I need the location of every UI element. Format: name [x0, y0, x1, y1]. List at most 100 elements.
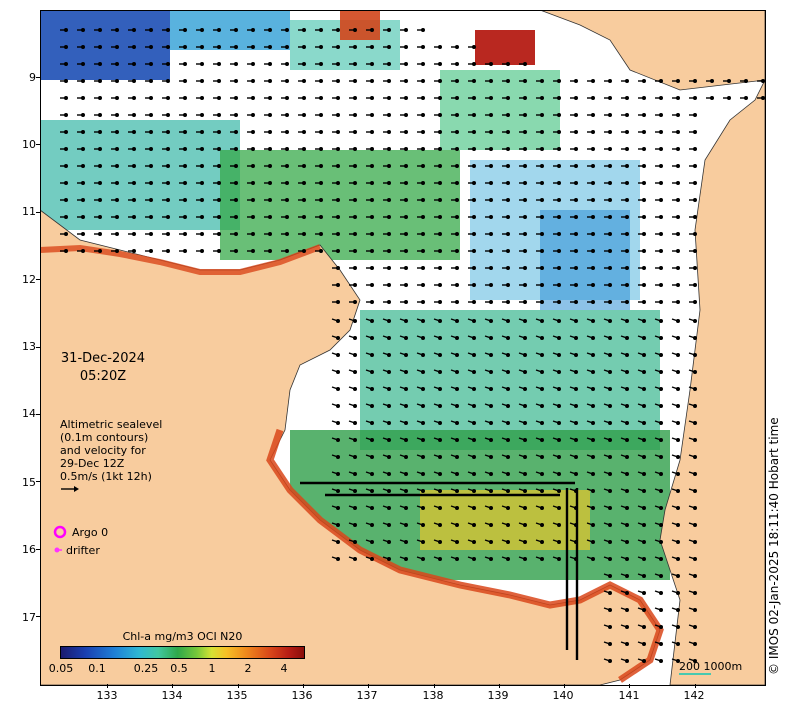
- velocity-arrow-head: [659, 625, 664, 630]
- velocity-arrow-head: [404, 387, 409, 392]
- velocity-arrow-head: [267, 180, 272, 185]
- velocity-arrow-head: [591, 557, 596, 562]
- velocity-arrow-head: [250, 214, 255, 219]
- velocity-arrow-head: [625, 608, 630, 613]
- velocity-arrow-head: [199, 78, 204, 83]
- velocity-arrow-head: [591, 129, 596, 134]
- velocity-arrow-head: [659, 319, 664, 324]
- velocity-arrow-head: [523, 557, 528, 562]
- velocity-arrow-head: [165, 62, 170, 67]
- velocity-arrow-head: [421, 180, 426, 185]
- velocity-arrow-head: [523, 129, 528, 134]
- velocity-arrow-head: [370, 129, 375, 134]
- velocity-arrow-head: [438, 353, 443, 358]
- velocity-arrow-head: [233, 214, 238, 219]
- velocity-arrow-head: [693, 336, 698, 341]
- velocity-arrow-head: [489, 421, 494, 426]
- velocity-arrow-head: [302, 28, 307, 33]
- velocity-arrow-head: [659, 591, 664, 596]
- velocity-arrow-head: [489, 319, 494, 324]
- velocity-arrow-head: [574, 300, 579, 305]
- velocity-arrow-head: [591, 540, 596, 545]
- velocity-arrow-head: [625, 574, 630, 579]
- velocity-arrow-head: [557, 506, 562, 511]
- velocity-arrow-head: [404, 319, 409, 324]
- velocity-arrow-head: [233, 163, 238, 168]
- velocity-arrow-head: [64, 146, 69, 151]
- velocity-arrow-head: [455, 300, 460, 305]
- velocity-arrow-head: [81, 180, 86, 185]
- velocity-arrow-head: [267, 112, 272, 117]
- lat-tick: 9: [29, 71, 36, 84]
- velocity-arrow-head: [540, 163, 545, 168]
- velocity-arrow-head: [131, 112, 136, 117]
- velocity-arrow-head: [165, 146, 170, 151]
- lon-tick-mark: [629, 684, 631, 688]
- velocity-arrow-head: [489, 231, 494, 236]
- velocity-arrow-head: [302, 129, 307, 134]
- velocity-arrow-head: [489, 248, 494, 253]
- velocity-arrow-head: [693, 353, 698, 358]
- velocity-arrow-head: [387, 266, 392, 271]
- velocity-arrow-head: [659, 112, 664, 117]
- velocity-arrow-head: [642, 197, 647, 202]
- velocity-arrow-head: [591, 112, 596, 117]
- velocity-arrow-head: [182, 62, 187, 67]
- velocity-arrow-head: [114, 248, 119, 253]
- velocity-arrow-head: [625, 129, 630, 134]
- velocity-arrow-head: [693, 387, 698, 392]
- velocity-arrow-head: [438, 370, 443, 375]
- velocity-arrow-head: [710, 95, 715, 100]
- velocity-arrow-head: [523, 231, 528, 236]
- velocity-arrow-head: [64, 248, 69, 253]
- velocity-arrow-head: [114, 214, 119, 219]
- velocity-arrow-head: [64, 214, 69, 219]
- velocity-arrow-head: [540, 506, 545, 511]
- velocity-arrow-head: [676, 608, 681, 613]
- velocity-arrow-head: [523, 112, 528, 117]
- velocity-arrow-head: [438, 95, 443, 100]
- velocity-arrow-head: [642, 472, 647, 477]
- velocity-arrow-head: [353, 266, 358, 271]
- velocity-arrow-head: [284, 231, 289, 236]
- velocity-arrow-head: [591, 95, 596, 100]
- velocity-arrow-head: [421, 370, 426, 375]
- velocity-arrow-head: [591, 319, 596, 324]
- velocity-arrow-head: [540, 197, 545, 202]
- velocity-arrow-head: [284, 28, 289, 33]
- velocity-arrow-head: [353, 506, 358, 511]
- chlorophyll-map[interactable]: [40, 10, 765, 685]
- velocity-arrow-head: [267, 163, 272, 168]
- velocity-arrow-head: [608, 557, 613, 562]
- velocity-arrow-head: [404, 266, 409, 271]
- velocity-arrow-head: [421, 300, 426, 305]
- velocity-arrow-head: [421, 404, 426, 409]
- velocity-arrow-head: [165, 197, 170, 202]
- velocity-arrow-head: [216, 180, 221, 185]
- velocity-arrow-head: [574, 283, 579, 288]
- velocity-arrow-head: [625, 472, 630, 477]
- velocity-arrow-head: [506, 197, 511, 202]
- velocity-arrow-head: [336, 336, 341, 341]
- velocity-arrow-head: [319, 248, 324, 253]
- velocity-arrow-head: [693, 112, 698, 117]
- velocity-arrow-head: [642, 266, 647, 271]
- velocity-arrow-head: [216, 129, 221, 134]
- velocity-arrow-head: [693, 438, 698, 443]
- velocity-arrow-head: [336, 540, 341, 545]
- lon-tick: 134: [161, 689, 183, 702]
- velocity-arrow-head: [302, 45, 307, 50]
- velocity-arrow-head: [319, 180, 324, 185]
- velocity-arrow-head: [523, 421, 528, 426]
- velocity-arrow-head: [250, 163, 255, 168]
- velocity-arrow-head: [489, 146, 494, 151]
- velocity-arrow-head: [625, 506, 630, 511]
- velocity-arrow-head: [455, 112, 460, 117]
- velocity-arrow-head: [625, 455, 630, 460]
- velocity-arrow-head: [199, 62, 204, 67]
- velocity-arrow-head: [608, 180, 613, 185]
- velocity-arrow-head: [455, 370, 460, 375]
- velocity-arrow-head: [591, 489, 596, 494]
- velocity-arrow-head: [336, 455, 341, 460]
- lat-tick-mark: [36, 279, 40, 281]
